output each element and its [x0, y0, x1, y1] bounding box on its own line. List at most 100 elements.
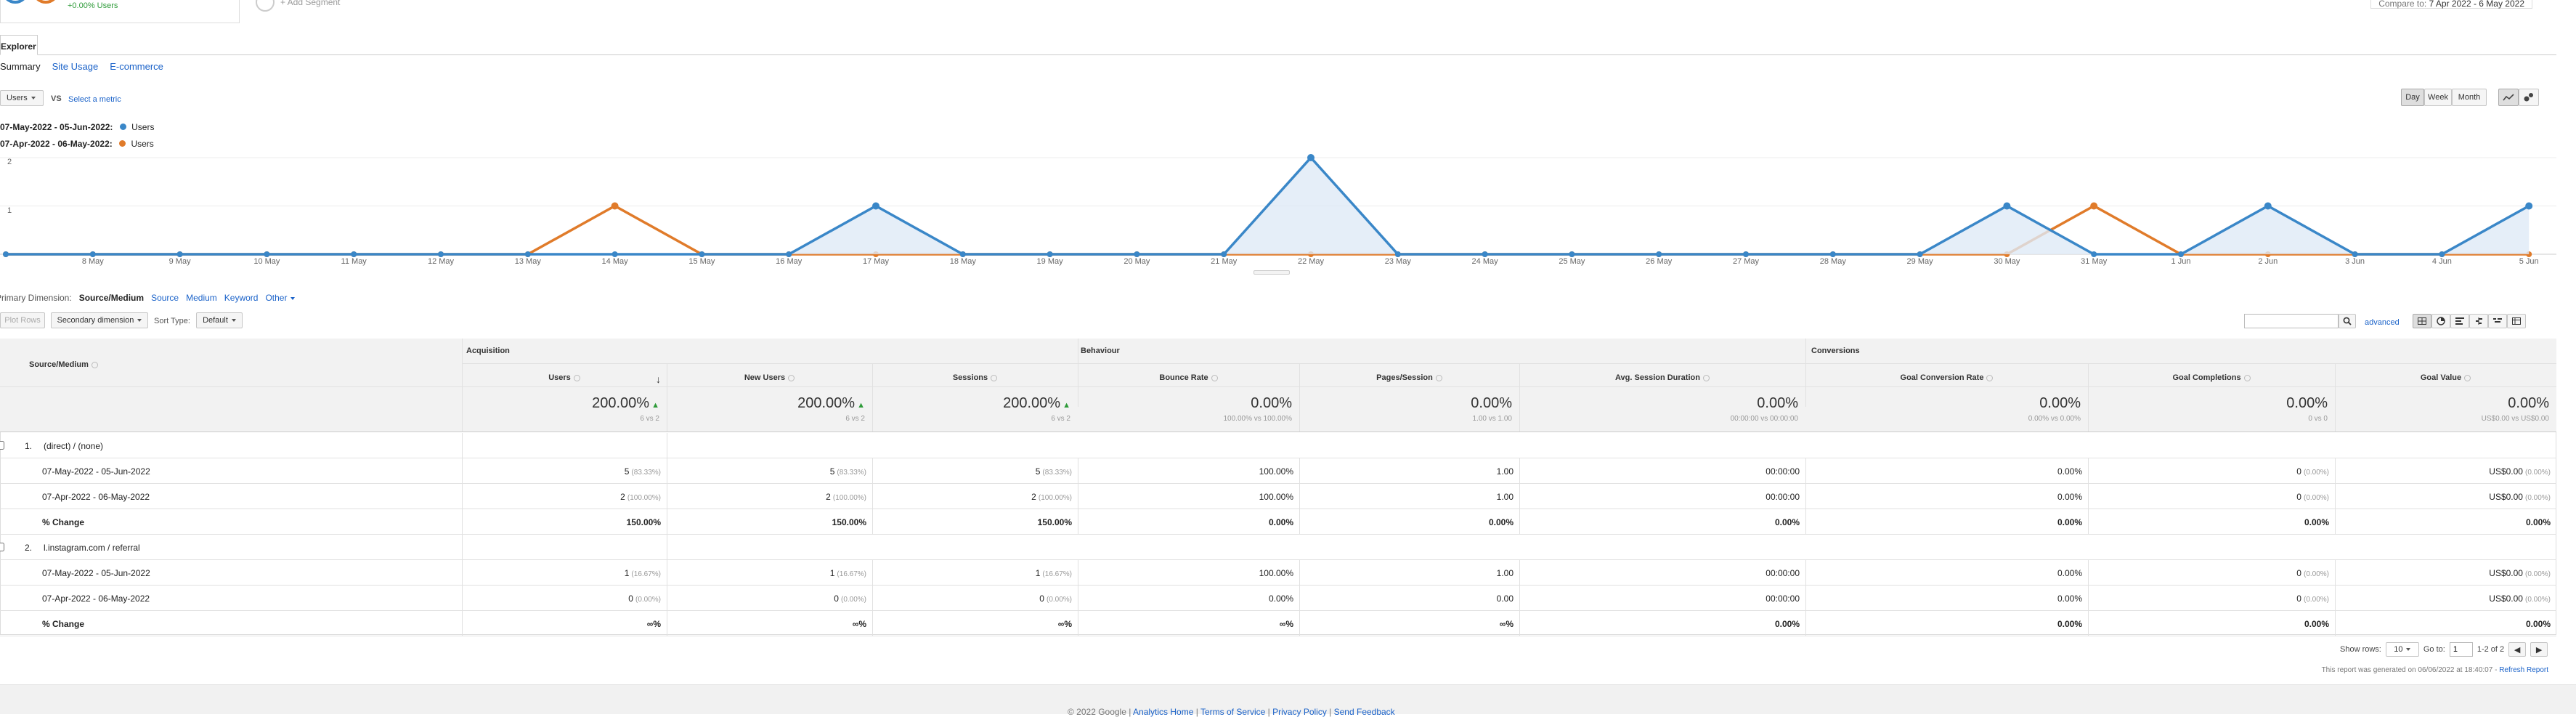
data-point[interactable]: [1569, 251, 1575, 257]
search-button[interactable]: [2339, 314, 2356, 328]
column-header[interactable]: Sessions: [872, 373, 1078, 382]
subtab-summary[interactable]: Summary: [0, 61, 41, 72]
column-divider: [462, 611, 463, 636]
month-button[interactable]: Month: [2452, 89, 2487, 106]
compare-to[interactable]: Compare to: 7 Apr 2022 - 6 May 2022: [2370, 0, 2532, 9]
row-dimension-link[interactable]: l.instagram.com / referral: [44, 543, 140, 553]
line-chart-button[interactable]: [2498, 89, 2519, 106]
data-point[interactable]: [351, 251, 357, 257]
table-search-input[interactable]: [2244, 314, 2339, 328]
data-point[interactable]: [612, 251, 618, 257]
subtab-site-usage[interactable]: Site Usage: [52, 61, 99, 72]
data-point[interactable]: [1307, 154, 1315, 161]
column-header[interactable]: Users ↓: [548, 373, 661, 385]
goto-input[interactable]: [2449, 642, 2473, 657]
plot-rows-button[interactable]: Plot Rows: [0, 312, 45, 328]
data-point[interactable]: [2091, 251, 2097, 257]
prev-page-button[interactable]: ◀: [2508, 642, 2527, 657]
row-checkbox[interactable]: [0, 441, 4, 450]
sort-type-dropdown[interactable]: Default: [196, 312, 243, 328]
data-point[interactable]: [3, 251, 9, 257]
week-button[interactable]: Week: [2424, 89, 2452, 106]
data-point[interactable]: [2352, 251, 2358, 257]
data-point[interactable]: [1047, 251, 1053, 257]
column-divider: [1519, 363, 1520, 432]
data-point[interactable]: [699, 251, 705, 257]
data-point[interactable]: [89, 251, 96, 257]
explorer-tab[interactable]: Explorer: [0, 35, 38, 55]
data-point[interactable]: [176, 251, 183, 257]
data-point[interactable]: [1743, 251, 1749, 257]
data-point[interactable]: [872, 202, 879, 210]
data-point[interactable]: [438, 251, 444, 257]
segment-card-all-users[interactable]: +0.00% Users: [0, 0, 240, 23]
data-point[interactable]: [1917, 251, 1923, 257]
pie-view-button[interactable]: [2431, 314, 2450, 328]
data-point[interactable]: [264, 251, 270, 257]
data-point[interactable]: [2090, 202, 2098, 210]
comparison-view-button[interactable]: [2469, 314, 2488, 328]
column-header[interactable]: Pages/Session: [1299, 373, 1519, 382]
dimension-other[interactable]: Other: [265, 293, 296, 303]
performance-view-button[interactable]: [2450, 314, 2469, 328]
term-cloud-button[interactable]: [2488, 314, 2507, 328]
column-header[interactable]: Bounce Rate: [1078, 373, 1299, 382]
data-point[interactable]: [2178, 251, 2184, 257]
subtab-ecommerce[interactable]: E-commerce: [110, 61, 163, 72]
primary-dimension-bar: Primary Dimension: Source/Medium Source …: [0, 293, 296, 303]
secondary-dimension-dropdown[interactable]: Secondary dimension: [51, 312, 148, 328]
motion-chart-button[interactable]: [2519, 89, 2539, 106]
data-point[interactable]: [2439, 251, 2445, 257]
data-point[interactable]: [1394, 251, 1401, 257]
column-divider: [462, 535, 463, 560]
row-dimension-link[interactable]: (direct) / (none): [44, 441, 104, 451]
dimension-header[interactable]: Source/Medium: [29, 360, 98, 369]
dimension-source[interactable]: Source: [151, 293, 179, 303]
column-divider: [2088, 509, 2089, 535]
column-divider: [462, 458, 463, 484]
column-header[interactable]: New Users: [667, 373, 872, 382]
next-page-button[interactable]: ▶: [2530, 642, 2548, 657]
footer-feedback[interactable]: Send Feedback: [1333, 707, 1395, 717]
footer-analytics-home[interactable]: Analytics Home: [1133, 707, 1194, 717]
x-tick-label: 23 May: [1384, 257, 1411, 266]
data-point[interactable]: [1221, 251, 1227, 257]
data-point[interactable]: [1829, 251, 1836, 257]
advanced-link[interactable]: advanced: [2365, 318, 2400, 327]
footer-privacy[interactable]: Privacy Policy: [1272, 707, 1327, 717]
info-icon: [1702, 374, 1710, 381]
day-button[interactable]: Day: [2401, 89, 2424, 106]
data-point[interactable]: [611, 202, 619, 210]
data-point[interactable]: [959, 251, 966, 257]
column-header[interactable]: Avg. Session Duration: [1519, 373, 1805, 382]
refresh-report-link[interactable]: Refresh Report: [2499, 666, 2548, 674]
select-metric-link[interactable]: Select a metric: [68, 95, 121, 104]
dimension-medium[interactable]: Medium: [186, 293, 217, 303]
row-checkbox[interactable]: [0, 543, 4, 551]
data-point[interactable]: [1656, 251, 1662, 257]
footer-terms[interactable]: Terms of Service: [1200, 707, 1266, 717]
data-point[interactable]: [1134, 251, 1140, 257]
metric-dropdown[interactable]: Users: [0, 90, 44, 106]
table-cell: 2 (100.00%): [826, 492, 866, 502]
data-point[interactable]: [524, 251, 531, 257]
column-header[interactable]: Goal Conversion Rate: [1805, 373, 2088, 382]
show-rows-select[interactable]: 10: [2385, 642, 2419, 657]
table-view-button[interactable]: [2413, 314, 2431, 328]
add-segment[interactable]: + Add Segment: [256, 0, 340, 12]
column-divider: [1805, 484, 1806, 509]
dimension-source-medium[interactable]: Source/Medium: [78, 293, 145, 303]
x-tick-label: 10 May: [253, 257, 280, 266]
data-point[interactable]: [786, 251, 792, 257]
table-cell: 00:00:00: [1766, 594, 1800, 604]
table-cell: 5 (83.33%): [829, 466, 866, 477]
dimension-keyword[interactable]: Keyword: [224, 293, 259, 303]
chart-resize-handle[interactable]: [1254, 270, 1290, 275]
data-point[interactable]: [2525, 202, 2533, 210]
pivot-view-button[interactable]: [2507, 314, 2526, 328]
column-header[interactable]: Goal Completions: [2088, 373, 2335, 382]
column-header[interactable]: Goal Value: [2335, 373, 2556, 382]
data-point[interactable]: [2003, 202, 2011, 210]
data-point[interactable]: [2264, 202, 2272, 210]
data-point[interactable]: [1482, 251, 1488, 257]
